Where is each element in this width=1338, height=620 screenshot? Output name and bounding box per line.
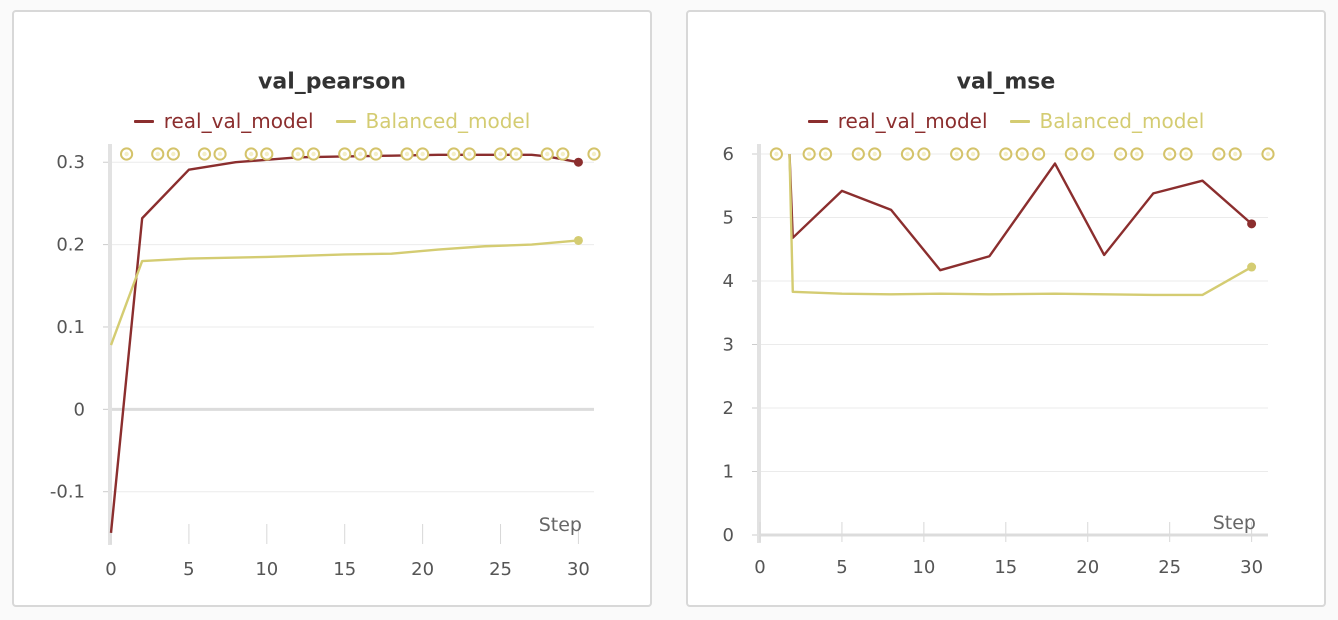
legend-swatch-balanced xyxy=(335,119,356,123)
series-line-Balanced_model[interactable] xyxy=(788,153,1253,297)
run-marker[interactable] xyxy=(338,147,352,161)
run-marker[interactable] xyxy=(353,147,367,161)
legend-item-real-val-model[interactable]: real_val_model xyxy=(807,109,988,133)
chart-legend: real_val_model Balanced_model xyxy=(14,108,650,134)
run-marker[interactable] xyxy=(213,147,227,161)
x-tick-label: 10 xyxy=(255,559,278,580)
run-marker[interactable] xyxy=(369,147,383,161)
y-tick-label: 2 xyxy=(723,398,734,419)
y-tick-label: 6 xyxy=(723,144,734,165)
legend-label-balanced: Balanced_model xyxy=(365,109,531,133)
run-marker[interactable] xyxy=(197,147,212,161)
run-marker[interactable] xyxy=(1179,147,1193,161)
x-tick-label: 30 xyxy=(1240,557,1263,578)
y-tick-label: 0.2 xyxy=(56,235,85,256)
x-tick-label: 25 xyxy=(489,559,512,580)
run-marker[interactable] xyxy=(1031,147,1046,161)
run-marker[interactable] xyxy=(900,147,915,161)
run-marker[interactable] xyxy=(400,147,414,161)
run-marker[interactable] xyxy=(917,147,931,161)
series-line-real_val_model[interactable] xyxy=(109,153,579,533)
run-marker[interactable] xyxy=(802,147,816,161)
run-marker[interactable] xyxy=(244,147,258,161)
chart-title: val_pearson xyxy=(258,69,406,95)
run-marker[interactable] xyxy=(260,147,274,161)
legend-swatch-balanced xyxy=(1009,119,1030,123)
legend-label-real: real_val_model xyxy=(163,109,314,133)
y-tick-label: -0.1 xyxy=(50,482,85,503)
y-tick-label: 3 xyxy=(723,335,734,356)
x-tick-label: 30 xyxy=(567,559,590,580)
y-tick-label: 5 xyxy=(723,208,734,229)
run-marker[interactable] xyxy=(509,147,523,161)
legend-swatch-real xyxy=(133,119,154,123)
run-marker[interactable] xyxy=(1212,147,1226,161)
x-tick-label: 10 xyxy=(912,557,935,578)
y-tick-label: 0 xyxy=(74,399,85,420)
x-tick-label: 0 xyxy=(105,559,116,580)
y-tick-label: 0.3 xyxy=(56,152,85,173)
run-marker[interactable] xyxy=(166,147,180,161)
series-endpoint-Balanced_model[interactable] xyxy=(573,235,583,245)
x-tick-label: 20 xyxy=(1076,557,1099,578)
x-tick-label: 0 xyxy=(754,557,765,578)
chart-panel-val-pearson: val_pearson real_val_model Balanced_mode… xyxy=(12,10,652,607)
legend-item-real-val-model[interactable]: real_val_model xyxy=(133,109,314,133)
series-endpoint-Balanced_model[interactable] xyxy=(1247,262,1257,272)
run-marker[interactable] xyxy=(1228,147,1242,161)
x-axis-title: Step xyxy=(1213,512,1256,534)
run-marker[interactable] xyxy=(950,147,964,161)
run-marker[interactable] xyxy=(416,147,430,161)
y-tick-label: 0.1 xyxy=(56,317,85,338)
x-tick-label: 5 xyxy=(183,559,194,580)
run-marker[interactable] xyxy=(1130,147,1144,161)
run-marker[interactable] xyxy=(818,147,833,161)
run-marker[interactable] xyxy=(151,147,165,161)
chart-title: val_mse xyxy=(956,69,1056,95)
chart-panel-val-mse: val_mse real_val_model Balanced_model 0 1… xyxy=(686,10,1326,607)
legend-item-balanced-model[interactable]: Balanced_model xyxy=(1009,109,1205,133)
series-endpoint-real_val_model[interactable] xyxy=(573,157,583,167)
legend-swatch-real xyxy=(807,119,828,123)
run-marker[interactable] xyxy=(966,147,980,161)
x-tick-label: 25 xyxy=(1158,557,1181,578)
run-marker[interactable] xyxy=(306,147,321,161)
x-tick-label: 15 xyxy=(333,559,356,580)
y-tick-label: 4 xyxy=(723,271,734,292)
plot-val-pearson[interactable]: -0.1 0 0.1 0.2 0.3 0 5 10 15 20 25 30 Step xyxy=(14,12,654,609)
series-line-real_val_model[interactable] xyxy=(788,153,1253,272)
x-tick-label: 15 xyxy=(994,557,1017,578)
legend-label-balanced: Balanced_model xyxy=(1039,109,1205,133)
run-marker[interactable] xyxy=(1081,147,1095,161)
x-axis-title: Step xyxy=(539,514,582,536)
run-marker[interactable] xyxy=(119,147,134,161)
run-marker[interactable] xyxy=(447,147,461,161)
run-marker[interactable] xyxy=(1163,147,1177,161)
run-marker[interactable] xyxy=(999,147,1013,161)
series-line-Balanced_model[interactable] xyxy=(109,239,579,346)
y-tick-label: 0 xyxy=(723,525,734,546)
plot-val-mse[interactable]: 0 1 2 3 4 5 6 0 5 10 15 20 25 30 Step xyxy=(688,12,1328,609)
run-marker[interactable] xyxy=(1261,147,1275,161)
run-marker[interactable] xyxy=(1064,147,1078,161)
legend-item-balanced-model[interactable]: Balanced_model xyxy=(335,109,531,133)
chart-legend: real_val_model Balanced_model xyxy=(688,108,1324,134)
run-marker[interactable] xyxy=(1015,147,1029,161)
series-endpoint-real_val_model[interactable] xyxy=(1247,219,1257,229)
run-marker[interactable] xyxy=(462,147,476,161)
run-marker[interactable] xyxy=(587,147,601,161)
x-tick-label: 20 xyxy=(411,559,434,580)
run-marker[interactable] xyxy=(769,147,783,161)
legend-label-real: real_val_model xyxy=(837,109,988,133)
run-marker[interactable] xyxy=(851,147,865,161)
run-marker[interactable] xyxy=(868,147,882,161)
run-marker[interactable] xyxy=(540,147,554,161)
run-marker[interactable] xyxy=(291,147,305,161)
y-tick-label: 1 xyxy=(723,462,734,483)
run-marker[interactable] xyxy=(1113,147,1128,161)
run-marker[interactable] xyxy=(493,147,508,161)
x-tick-label: 5 xyxy=(836,557,847,578)
run-marker[interactable] xyxy=(556,147,570,161)
